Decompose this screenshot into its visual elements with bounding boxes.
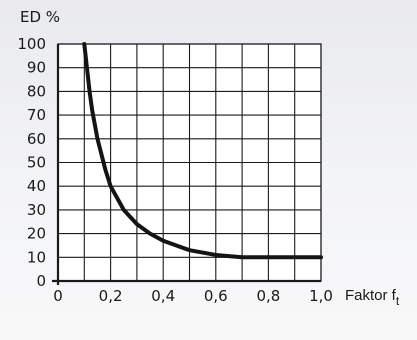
x-axis-ticks: 0 0,2 0,4 0,6 0,8 1,0 [53,287,333,305]
y-tick-label: 60 [27,130,46,148]
grid [58,44,321,281]
x-tick-label: 0,6 [204,287,228,305]
y-tick-label: 20 [27,225,46,243]
y-tick-label: 70 [27,106,46,124]
x-tick-label: 1,0 [309,287,333,305]
x-axis-label: Faktor ft [345,287,400,308]
x-axis-label-text: Faktor f [345,287,397,304]
x-axis-label-subscript: t [396,294,400,308]
axes [52,43,322,285]
y-tick-label: 100 [17,35,46,53]
y-tick-label: 10 [27,248,46,266]
y-tick-label: 40 [27,177,46,195]
x-tick-label: 0,8 [256,287,280,305]
y-tick-label: 30 [27,201,46,219]
series-line [82,42,323,260]
x-tick-label: 0,2 [99,287,123,305]
y-tick-label: 0 [36,272,46,290]
y-axis-label: ED % [20,8,60,26]
y-axis-ticks: 0 10 20 30 40 50 60 70 80 90 100 [17,35,46,290]
y-tick-label: 90 [27,59,46,77]
x-tick-label: 0 [53,287,63,305]
y-tick-label: 80 [27,82,46,100]
x-tick-label: 0,4 [151,287,175,305]
series [82,42,323,260]
y-tick-label: 50 [27,154,46,172]
